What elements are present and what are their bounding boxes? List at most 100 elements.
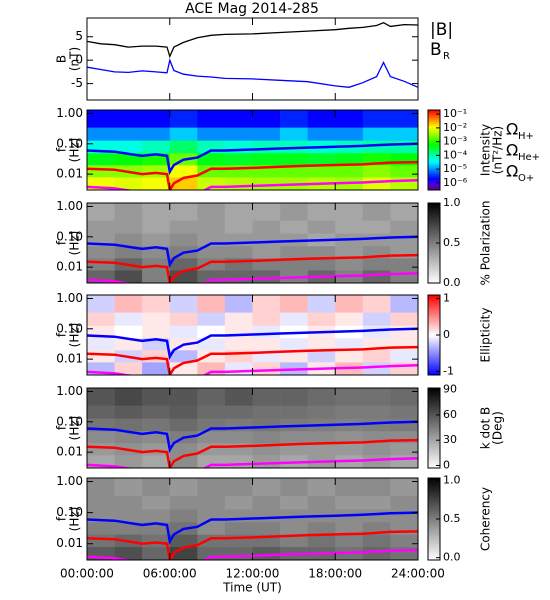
heatmap-cell — [280, 140, 308, 154]
heatmap-cell — [362, 270, 391, 283]
heatmap-cell — [335, 443, 364, 456]
colorbar-cell — [428, 426, 440, 429]
heatmap-cell — [362, 312, 391, 326]
colorbar-tick-label: 10⁻³ — [443, 135, 467, 148]
colorbar-cell — [428, 351, 440, 354]
heatmap-cell — [280, 534, 308, 548]
heatmap-cell — [390, 140, 418, 154]
colorbar-cell — [428, 269, 440, 272]
y-tick-label: 0.01 — [56, 167, 83, 181]
chart-title: ACE Mag 2014-285 — [185, 1, 319, 17]
heatmap-cell — [362, 220, 391, 234]
heatmap-cell — [224, 127, 253, 141]
colorbar-cell — [428, 337, 440, 340]
heatmap-cell — [197, 270, 226, 283]
colorbar-cell — [428, 239, 440, 242]
colorbar-cell — [428, 508, 440, 512]
colorbar-cell — [428, 478, 440, 481]
heatmap-cell — [142, 443, 171, 456]
colorbar-cell — [428, 460, 440, 463]
heatmap-cell — [362, 203, 391, 221]
colorbar-cell — [428, 498, 440, 501]
heatmap-cell — [142, 127, 171, 141]
heatmap-cell — [114, 455, 143, 468]
colorbar-cell — [428, 400, 440, 403]
colorbar-cell — [428, 545, 440, 548]
heatmap-cell — [307, 350, 336, 363]
colorbar-cell — [428, 394, 440, 397]
heatmap-cell — [280, 233, 308, 247]
x-tick-label: 18:00:00 — [308, 567, 362, 581]
heatmap-cell — [252, 203, 281, 221]
colorbar-cell — [428, 458, 440, 461]
colorbar-cell — [428, 388, 440, 391]
heatmap-cell — [224, 522, 253, 535]
heatmap-cell — [142, 455, 171, 468]
series-line — [87, 271, 418, 283]
colorbar-cell — [428, 188, 440, 191]
colorbar-label: (nT²/Hz) — [491, 126, 505, 174]
heatmap-cell — [87, 110, 115, 128]
series-line — [86, 57, 419, 88]
colorbar-cell — [428, 500, 440, 503]
heatmap-cell — [224, 312, 253, 326]
colorbar-cell — [428, 297, 440, 300]
y-axis-label: (Hz) — [68, 507, 82, 532]
y-axis-label: B — [55, 55, 69, 63]
colorbar-cell — [428, 406, 440, 409]
heatmap-cell — [390, 350, 418, 363]
colorbar-cell — [428, 521, 440, 524]
colorbar-cell — [428, 158, 440, 161]
colorbar-tick-label: 1 — [443, 292, 450, 305]
heatmap-cell — [197, 350, 226, 363]
heatmap-cell — [362, 405, 391, 419]
heatmap-cell — [280, 220, 308, 234]
colorbar-cell — [428, 279, 440, 282]
colorbar-label: % Polarization — [479, 201, 493, 286]
heatmap-cell — [362, 165, 391, 178]
heatmap-cell — [362, 455, 391, 468]
colorbar-cell — [428, 512, 440, 516]
colorbar-cell — [428, 307, 440, 310]
colorbar-cell — [428, 128, 440, 131]
heatmap-cell — [307, 443, 336, 456]
colorbar-cell — [428, 311, 440, 314]
heatmap-cell — [114, 495, 143, 510]
colorbar-cell — [428, 424, 440, 427]
colorbar-cell — [428, 313, 440, 316]
series-line — [87, 345, 418, 375]
colorbar-cell — [428, 410, 440, 413]
heatmap-cell — [335, 127, 364, 141]
colorbar-cell — [428, 462, 440, 465]
heatmap-cell — [87, 522, 115, 535]
colorbar-cell — [428, 373, 440, 376]
colorbar-tick-label: 0 — [443, 458, 450, 471]
heatmap-cell — [114, 270, 143, 283]
colorbar-cell — [428, 414, 440, 417]
series-line — [87, 363, 418, 375]
heatmap-cell — [307, 478, 336, 497]
heatmap-cell — [114, 478, 143, 497]
heatmap-cell — [335, 245, 364, 259]
heatmap-cell — [307, 430, 336, 444]
heatmap-cell — [280, 337, 308, 351]
heatmap-cell — [87, 388, 115, 406]
heatmap-cell — [197, 127, 226, 141]
heatmap-cell — [142, 546, 171, 560]
heatmap-cell — [280, 405, 308, 419]
colorbar-cell — [428, 353, 440, 356]
colorbar-cell — [428, 235, 440, 238]
colorbar-cell — [428, 416, 440, 419]
colorbar-cell — [428, 367, 440, 370]
heatmap-cell — [390, 165, 418, 178]
y-tick-label: 0.01 — [56, 260, 83, 274]
colorbar-cell — [428, 217, 440, 220]
series-line — [87, 420, 418, 454]
y-axis-label: f — [55, 516, 69, 521]
colorbar-cell — [428, 223, 440, 226]
colorbar-cell — [428, 436, 440, 439]
heatmap-cell — [335, 295, 364, 313]
series-line — [86, 21, 419, 59]
heatmap-cell — [335, 110, 364, 128]
heatmap-cell — [390, 312, 418, 326]
